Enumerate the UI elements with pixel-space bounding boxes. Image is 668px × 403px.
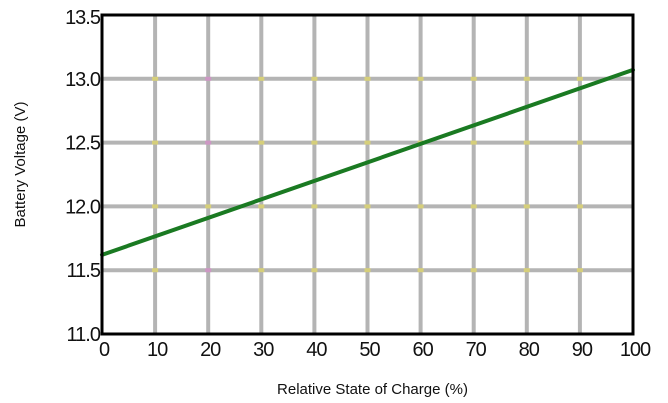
y-tick-labels: 11.0 11.5 12.0 12.5 13.0 13.5 (65, 7, 102, 346)
series-line-0 (100, 67, 635, 257)
grid-dot-8-2 (523, 204, 530, 209)
grid-dot-1-3 (152, 140, 159, 145)
grid-dot-2-2 (205, 204, 212, 209)
y-tick-label-1: 11.5 (67, 260, 101, 282)
grid-dot-8-4 (523, 76, 530, 81)
x-tick-label-4: 40 (306, 339, 327, 361)
grid-dot-3-4 (258, 76, 265, 81)
grid-dot-3-1 (258, 268, 265, 273)
grid-dot-2-3 (205, 140, 212, 145)
series-group (100, 67, 635, 257)
grid-dot-8-3 (523, 140, 530, 145)
x-tick-label-8: 80 (519, 339, 540, 361)
grid-dot-1-2 (152, 204, 159, 209)
plot-frame (100, 13, 635, 336)
y-tick-label-0: 11.0 (67, 324, 101, 346)
grid-dot-7-4 (470, 76, 477, 81)
grid-dot-8-1 (523, 268, 530, 273)
grid-dot-6-4 (417, 76, 424, 81)
grid-dot-5-2 (364, 204, 371, 209)
grid-dot-4-4 (311, 76, 318, 81)
x-axis-label: Relative State of Charge (%) (277, 381, 468, 398)
grid-intersection-dots (152, 76, 583, 273)
grid-dot-3-2 (258, 204, 265, 209)
grid-dot-1-4 (152, 76, 159, 81)
grid-lines (102, 15, 633, 334)
x-tick-label-7: 70 (466, 339, 487, 361)
y-tick-label-2: 12.0 (65, 196, 101, 218)
x-tick-label-0: 0 (99, 339, 110, 361)
grid-dot-6-1 (417, 268, 424, 273)
grid-dot-9-2 (576, 204, 583, 209)
y-axis-label: Battery Voltage (V) (12, 102, 29, 228)
grid-dot-5-3 (364, 140, 371, 145)
grid-dot-3-3 (258, 140, 265, 145)
grid-dot-9-4 (576, 76, 583, 81)
grid-dot-2-1 (205, 268, 212, 273)
grid-dot-2-4 (205, 76, 212, 81)
x-tick-labels: 0 10 20 30 40 50 60 70 80 90 100 (99, 339, 652, 361)
grid-dot-6-2 (417, 204, 424, 209)
y-tick-label-3: 12.5 (65, 133, 101, 155)
grid-dot-4-1 (311, 268, 318, 273)
grid-dot-5-1 (364, 268, 371, 273)
x-tick-label-1: 10 (147, 339, 168, 361)
grid-dot-9-1 (576, 268, 583, 273)
y-tick-label-4: 13.0 (65, 69, 101, 91)
grid-dot-4-3 (311, 140, 318, 145)
y-tick-label-5: 13.5 (65, 7, 101, 29)
x-tick-label-10: 100 (620, 339, 651, 361)
x-tick-label-5: 50 (359, 339, 380, 361)
grid-dot-1-1 (152, 268, 159, 273)
grid-dot-7-1 (470, 268, 477, 273)
grid-dot-7-2 (470, 204, 477, 209)
x-tick-label-6: 60 (412, 339, 433, 361)
x-tick-label-2: 20 (200, 339, 221, 361)
grid-dot-4-2 (311, 204, 318, 209)
grid-dot-5-4 (364, 76, 371, 81)
x-tick-label-9: 90 (572, 339, 593, 361)
grid-dot-9-3 (576, 140, 583, 145)
x-tick-label-3: 30 (253, 339, 274, 361)
grid-dot-7-3 (470, 140, 477, 145)
